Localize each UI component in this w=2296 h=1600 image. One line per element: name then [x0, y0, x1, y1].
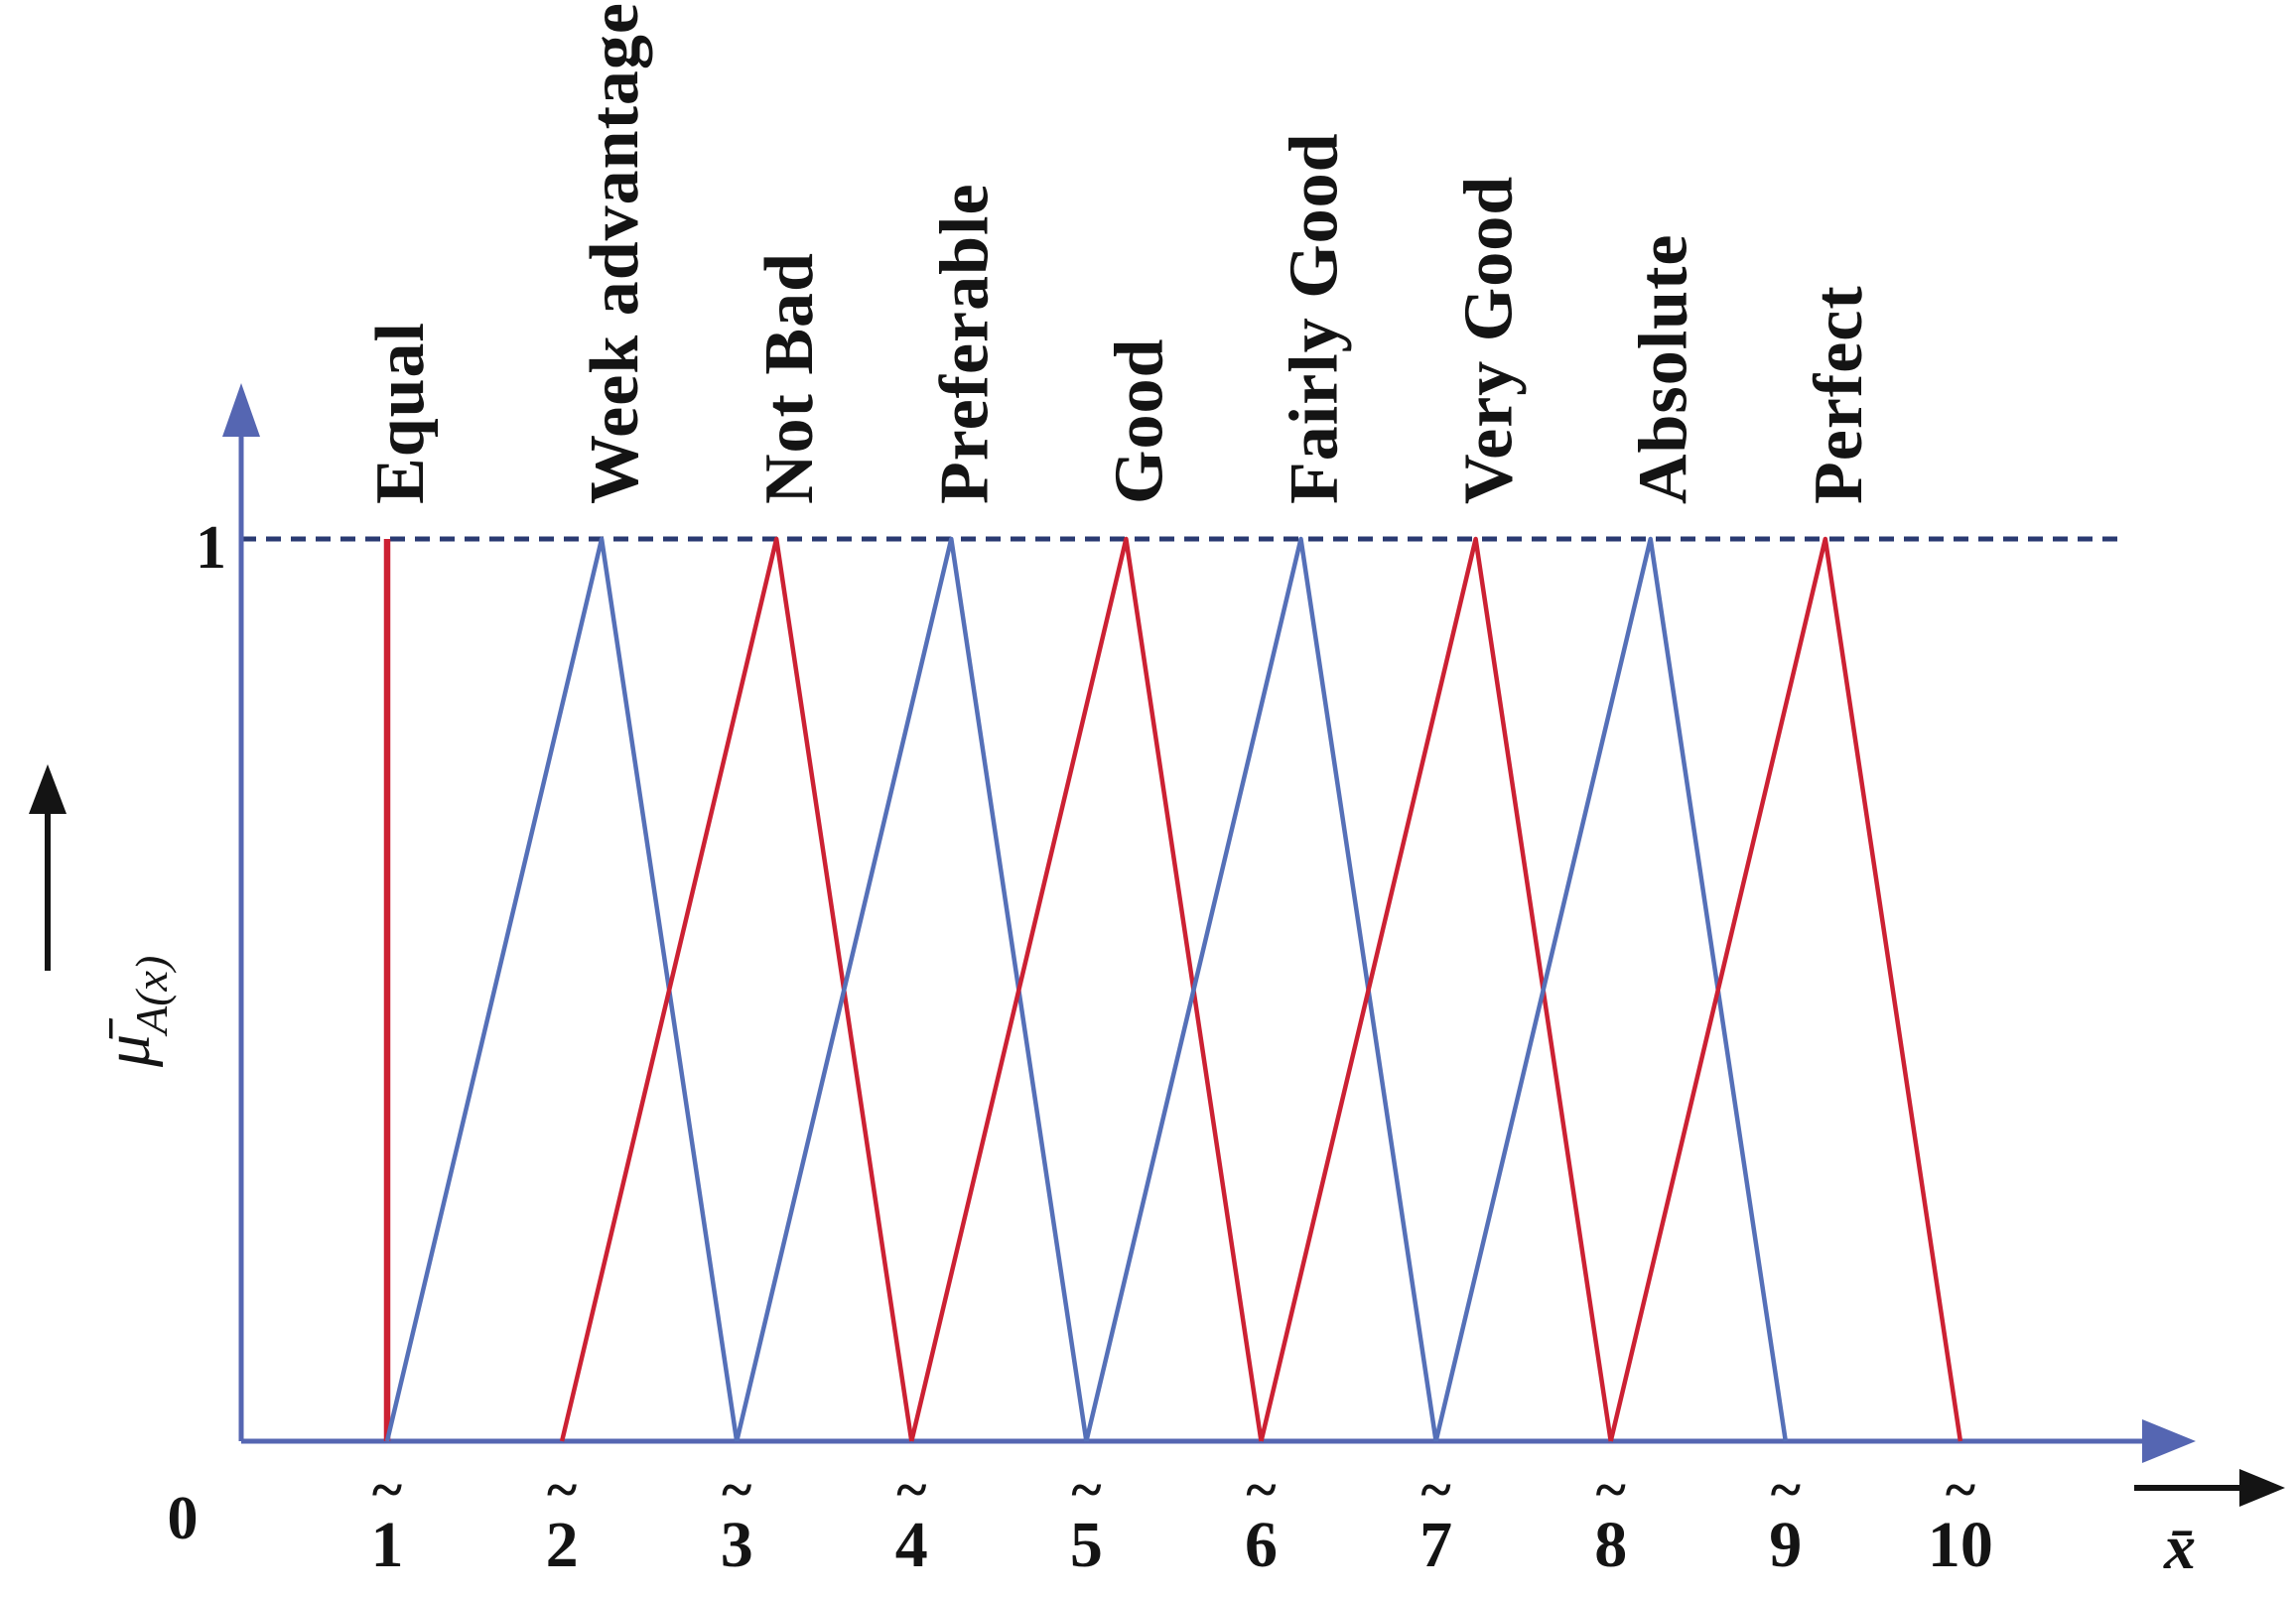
- x-tick-label-6: 6: [1245, 1509, 1278, 1581]
- x-tick-accent-7: ~: [1421, 1457, 1451, 1522]
- x-tick-label-2: 2: [546, 1509, 579, 1581]
- category-label-perfect: Perfect: [1801, 285, 1877, 504]
- membership-line-very-good: [1259, 536, 1613, 1442]
- x-tick-accent-9: ~: [1771, 1457, 1801, 1522]
- x-axis-label-arrowhead-icon: [2239, 1469, 2285, 1507]
- membership-line-perfect: [1608, 536, 1963, 1442]
- x-tick-accent-10: ~: [1946, 1457, 1975, 1522]
- category-label-fairly-good: Fairly Good: [1277, 132, 1353, 504]
- membership-line-preferable: [735, 536, 1089, 1442]
- membership-line-not-bad: [559, 536, 914, 1442]
- x-tick-accent-2: ~: [547, 1457, 577, 1522]
- x-tick-label-9: 9: [1769, 1509, 1802, 1581]
- x-tick-label-7: 7: [1419, 1509, 1452, 1581]
- category-label-week-advantage: Week advantage: [577, 2, 653, 504]
- y-axis-label-text: μ̄A(x): [91, 956, 177, 1068]
- membership-line-week-advantage: [384, 536, 740, 1442]
- category-label-good: Good: [1101, 338, 1177, 504]
- y-axis-label-arrowhead-icon: [29, 764, 67, 814]
- x-tick-accent-5: ~: [1071, 1457, 1101, 1522]
- x-tick-label-3: 3: [721, 1509, 753, 1581]
- membership-line-fairly-good: [1084, 536, 1438, 1442]
- x-tick-accent-8: ~: [1596, 1457, 1626, 1522]
- x-axis-arrowhead-icon: [2142, 1419, 2196, 1463]
- x-tick-accent-6: ~: [1246, 1457, 1276, 1522]
- category-label-preferable: Preferable: [926, 183, 1003, 504]
- category-labels-layer: Equal Week advantage Not Bad Preferable Good…: [362, 2, 1877, 504]
- x-tick-label-5: 5: [1070, 1509, 1103, 1581]
- membership-line-good: [909, 536, 1264, 1442]
- y-axis: [222, 383, 260, 1441]
- x-tick-accent-4: ~: [896, 1457, 926, 1522]
- y-axis-arrowhead-icon: [222, 383, 260, 437]
- membership-line-absolute: [1433, 536, 1789, 1442]
- x-axis-label: x̄: [2134, 1469, 2285, 1582]
- membership-functions-layer: [383, 536, 1963, 1442]
- category-label-very-good: Very Good: [1451, 176, 1528, 504]
- x-axis: [241, 1419, 2196, 1463]
- y-tick-one-label: 1: [196, 514, 226, 582]
- x-tick-label-8: 8: [1594, 1509, 1627, 1581]
- category-label-absolute: Absolute: [1626, 234, 1702, 504]
- x-tick-accent-3: ~: [722, 1457, 751, 1522]
- x-tick-label-4: 4: [895, 1509, 928, 1581]
- category-label-not-bad: Not Bad: [751, 252, 828, 504]
- x-tick-labels-layer: ~1~2~3~4~5~6~7~8~9~10: [371, 1457, 1993, 1581]
- category-label-equal: Equal: [362, 322, 439, 504]
- y-axis-label: μ̄A(x): [29, 764, 177, 1068]
- origin-label: 0: [168, 1485, 199, 1552]
- x-tick-accent-1: ~: [372, 1457, 402, 1522]
- x-tick-label-1: 1: [371, 1509, 404, 1581]
- x-tick-label-10: 10: [1928, 1509, 1993, 1581]
- x-axis-label-text: x̄: [2163, 1512, 2196, 1582]
- y-axis-label-subscript: A(x): [126, 956, 177, 1037]
